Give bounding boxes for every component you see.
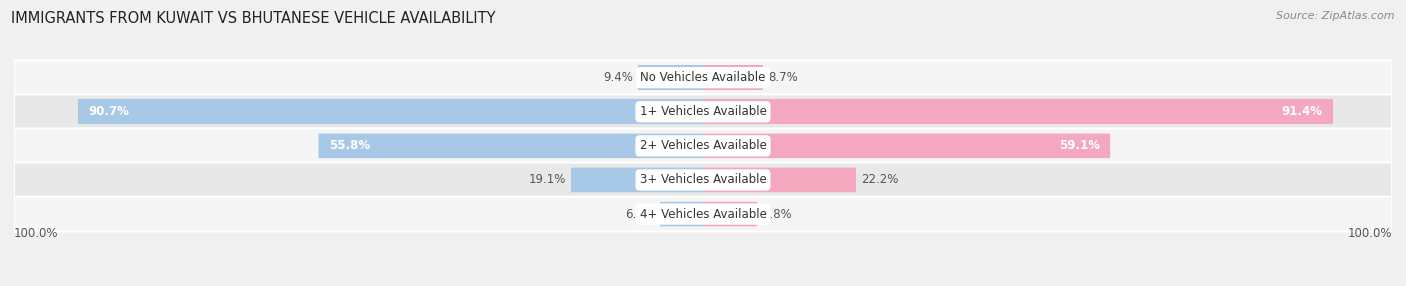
Bar: [703, 134, 1111, 158]
FancyBboxPatch shape: [661, 202, 703, 226]
Text: IMMIGRANTS FROM KUWAIT VS BHUTANESE VEHICLE AVAILABILITY: IMMIGRANTS FROM KUWAIT VS BHUTANESE VEHI…: [11, 11, 496, 26]
FancyBboxPatch shape: [703, 168, 856, 192]
Bar: [571, 168, 703, 192]
Text: 90.7%: 90.7%: [89, 105, 129, 118]
Bar: [79, 100, 703, 124]
Text: 6.2%: 6.2%: [624, 208, 655, 221]
Text: 7.8%: 7.8%: [762, 208, 792, 221]
Text: 100.0%: 100.0%: [1347, 227, 1392, 240]
Bar: [703, 100, 1333, 124]
Text: 4+ Vehicles Available: 4+ Vehicles Available: [640, 208, 766, 221]
Text: No Vehicles Available: No Vehicles Available: [640, 71, 766, 84]
Bar: [638, 65, 703, 90]
FancyBboxPatch shape: [703, 100, 1333, 124]
FancyBboxPatch shape: [14, 197, 1392, 231]
Bar: [703, 168, 856, 192]
Text: Source: ZipAtlas.com: Source: ZipAtlas.com: [1277, 11, 1395, 21]
Text: 22.2%: 22.2%: [862, 174, 898, 186]
Text: 59.1%: 59.1%: [1059, 139, 1099, 152]
Text: 8.7%: 8.7%: [769, 71, 799, 84]
Text: 9.4%: 9.4%: [603, 71, 633, 84]
Text: 100.0%: 100.0%: [14, 227, 59, 240]
Text: 19.1%: 19.1%: [529, 174, 565, 186]
Text: 55.8%: 55.8%: [329, 139, 370, 152]
Text: 1+ Vehicles Available: 1+ Vehicles Available: [640, 105, 766, 118]
FancyBboxPatch shape: [703, 202, 756, 226]
FancyBboxPatch shape: [638, 65, 703, 90]
Text: 91.4%: 91.4%: [1281, 105, 1323, 118]
Text: 3+ Vehicles Available: 3+ Vehicles Available: [640, 174, 766, 186]
FancyBboxPatch shape: [703, 65, 763, 90]
FancyBboxPatch shape: [14, 162, 1392, 197]
FancyBboxPatch shape: [14, 94, 1392, 129]
FancyBboxPatch shape: [319, 134, 703, 158]
FancyBboxPatch shape: [14, 60, 1392, 95]
Bar: [703, 65, 763, 90]
FancyBboxPatch shape: [79, 100, 703, 124]
Bar: [661, 202, 703, 226]
FancyBboxPatch shape: [14, 128, 1392, 163]
FancyBboxPatch shape: [703, 134, 1111, 158]
Bar: [319, 134, 703, 158]
FancyBboxPatch shape: [571, 168, 703, 192]
Text: 2+ Vehicles Available: 2+ Vehicles Available: [640, 139, 766, 152]
Bar: [703, 202, 756, 226]
